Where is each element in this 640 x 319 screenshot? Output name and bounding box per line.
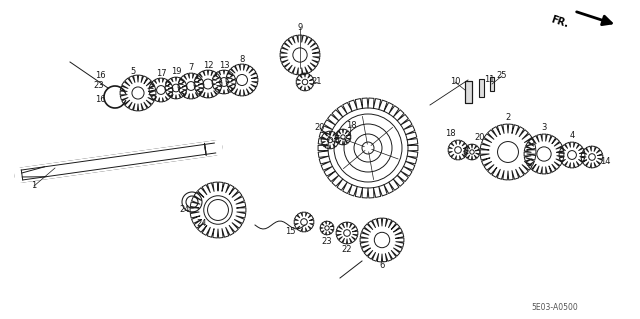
Text: 24: 24 xyxy=(180,205,190,214)
Text: 19: 19 xyxy=(171,68,181,77)
Text: FR.: FR. xyxy=(550,14,570,29)
Text: 18: 18 xyxy=(346,121,356,130)
Polygon shape xyxy=(336,222,358,244)
Bar xyxy=(490,77,494,91)
Text: 7: 7 xyxy=(188,63,194,72)
Text: 2: 2 xyxy=(506,113,511,122)
Text: 6: 6 xyxy=(380,261,385,270)
Polygon shape xyxy=(320,221,333,235)
Text: 23: 23 xyxy=(322,238,332,247)
Polygon shape xyxy=(280,35,320,75)
Polygon shape xyxy=(480,124,536,180)
Polygon shape xyxy=(321,131,339,149)
Polygon shape xyxy=(149,78,173,102)
Text: 21: 21 xyxy=(312,78,323,86)
Text: 18: 18 xyxy=(445,130,455,138)
Text: 24: 24 xyxy=(196,219,207,228)
Text: 25: 25 xyxy=(497,71,508,80)
Polygon shape xyxy=(165,77,187,99)
Polygon shape xyxy=(294,212,314,232)
Bar xyxy=(465,81,472,103)
Text: 10: 10 xyxy=(450,78,460,86)
Bar xyxy=(465,81,472,103)
Polygon shape xyxy=(335,129,351,145)
Text: 20: 20 xyxy=(315,123,325,132)
Polygon shape xyxy=(464,144,480,160)
Polygon shape xyxy=(448,140,468,160)
Text: 9: 9 xyxy=(298,24,303,33)
Polygon shape xyxy=(581,146,603,168)
Polygon shape xyxy=(178,73,204,99)
Text: 20: 20 xyxy=(475,133,485,143)
Text: 12: 12 xyxy=(203,62,213,70)
Text: 14: 14 xyxy=(600,157,611,166)
Polygon shape xyxy=(318,98,418,198)
Text: 5: 5 xyxy=(131,66,136,76)
Text: 1: 1 xyxy=(31,182,36,190)
Polygon shape xyxy=(360,218,404,262)
Text: 8: 8 xyxy=(239,56,244,64)
Polygon shape xyxy=(190,182,246,238)
Text: 4: 4 xyxy=(570,130,575,139)
Text: 3: 3 xyxy=(541,122,547,131)
Polygon shape xyxy=(559,142,585,168)
Text: 16: 16 xyxy=(95,95,106,105)
Text: 5E03-A0500: 5E03-A0500 xyxy=(532,303,579,313)
Text: 17: 17 xyxy=(156,70,166,78)
Polygon shape xyxy=(212,70,236,94)
Polygon shape xyxy=(524,134,564,174)
Bar xyxy=(479,79,484,97)
Text: 16: 16 xyxy=(95,71,106,80)
Polygon shape xyxy=(194,70,222,98)
Polygon shape xyxy=(226,64,258,96)
Text: 22: 22 xyxy=(342,244,352,254)
Polygon shape xyxy=(296,73,314,91)
Polygon shape xyxy=(120,75,156,111)
Text: 13: 13 xyxy=(219,62,229,70)
Text: 23: 23 xyxy=(93,80,104,90)
Text: 11: 11 xyxy=(484,76,494,85)
Text: 15: 15 xyxy=(285,227,295,236)
